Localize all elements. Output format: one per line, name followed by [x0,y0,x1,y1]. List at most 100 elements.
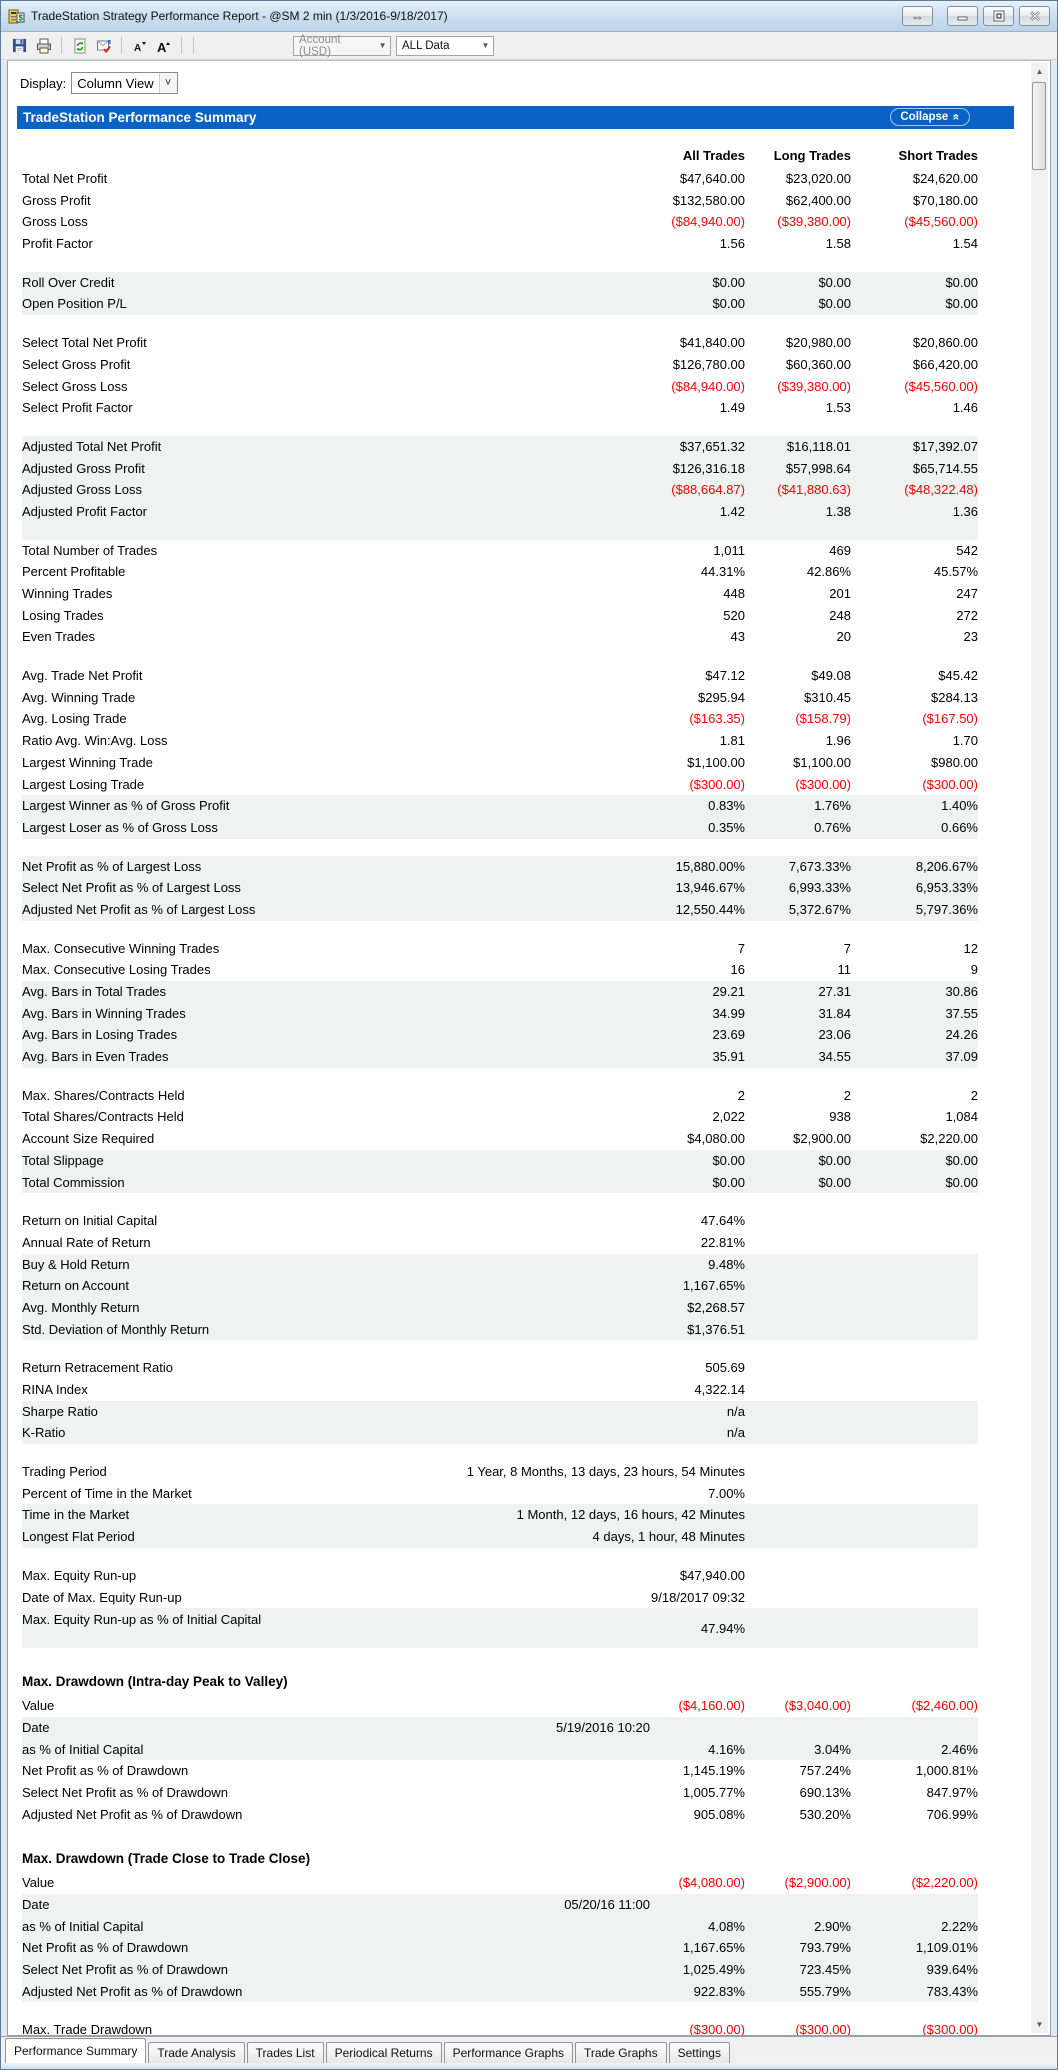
scroll-up-icon[interactable]: ▲ [1035,67,1044,76]
tab-trade-analysis[interactable]: Trade Analysis [148,2042,245,2063]
account-dropdown[interactable]: Account (USD) ▼ [293,34,391,58]
window-title: TradeStation Strategy Performance Report… [31,9,448,23]
table-row: Largest Winner as % of Gross Profit 0.83%… [22,795,978,817]
vertical-scrollbar[interactable]: ▲ ▼ [1031,63,1048,2033]
row-value: $0.00 [818,1174,851,1190]
row-value: $70,180.00 [912,192,978,208]
spacer-row [22,1193,978,1210]
table-row: Max. Equity Run-up $47,940.00 [22,1565,978,1587]
scrollbar-thumb[interactable] [1032,82,1046,170]
increase-font-icon[interactable]: A [154,36,173,55]
data-range-dropdown-value: ALL Data [402,39,450,52]
row-value: ($4,080.00) [678,1875,746,1891]
summary-table: All Trades Long Trades Short Trades Total N… [22,143,978,2036]
row-value: $49.08 [811,668,851,684]
table-row: Net Profit as % of Drawdown 1,167.65% 793.… [22,1937,978,1960]
row-value: 1,011 [713,542,745,558]
tab-performance-summary[interactable]: Performance Summary [5,2038,147,2063]
row-value: 1.81 [719,733,745,749]
row-value: $0.00 [712,1174,745,1190]
tab-trades-list[interactable]: Trades List [246,2042,324,2063]
row-value: $0.00 [712,274,745,290]
tab-trade-graphs[interactable]: Trade Graphs [575,2042,667,2063]
row-value: 1,167.65% [682,1278,745,1294]
table-row: Select Gross Loss ($84,940.00) ($39,380.00… [22,376,978,398]
column-header: Short Trades [898,148,978,163]
row-value: 12 [963,940,978,956]
spacer-row [22,921,978,938]
row-value: 47.64% [700,1213,745,1229]
close-icon[interactable] [1019,6,1050,26]
row-value: 247 [956,586,978,601]
row-value: ($300.00) [795,776,851,792]
row-value: ($300.00) [922,2022,978,2036]
row-value: 1.40% [941,798,978,814]
dock-icon[interactable]: ⇔ [902,6,933,26]
save-icon[interactable] [10,36,29,55]
row-label: Avg. Bars in Losing Trades [22,1027,178,1043]
table-row: as % of Initial Capital 4.08% 2.90% 2.22% [22,1915,978,1938]
row-value: 27.31 [818,984,851,999]
row-value: 22.81% [700,1234,745,1250]
svg-text:$: $ [19,13,24,22]
row-value: 5,372.67% [788,901,851,917]
tab-periodical-returns[interactable]: Periodical Returns [325,2042,442,2063]
row-label: Avg. Bars in Even Trades [22,1049,169,1065]
table-row: Profit Factor 1.56 1.58 1.54 [22,233,978,255]
table-row: Avg. Bars in Winning Trades 34.99 31.84 37.… [22,1002,978,1025]
tab-settings[interactable]: Settings [668,2042,730,2063]
row-value: ($158.79) [795,711,851,727]
row-value: 1.58 [825,236,851,252]
row-value: 2 [970,1087,978,1103]
table-row: Max. Consecutive Winning Trades 7 7 12 [22,938,978,960]
chevron-down-icon: ▼ [481,41,490,50]
row-value: $0.00 [945,1174,978,1190]
row-label: Total Commission [22,1174,125,1190]
table-row: Avg. Trade Net Profit $47.12 $49.08 $45.42 [22,665,978,687]
row-value: ($41,880.63) [777,482,851,498]
row-value: $126,780.00 [672,356,745,372]
row-value: 0.76% [814,819,851,835]
row-value: 20 [836,629,851,645]
row-value: $2,900.00 [793,1131,851,1147]
column-header-row: All Trades Long Trades Short Trades [22,143,978,168]
row-label: Account Size Required [22,1131,155,1147]
maximize-icon[interactable] [983,6,1014,26]
row-value: 1,167.65% [682,1940,745,1956]
table-row: Time in the Market 1 Month, 12 days, 16 h… [22,1504,978,1527]
row-value: $0.00 [945,296,978,312]
export-report-icon[interactable] [94,36,113,55]
row-value: 23 [963,629,978,645]
row-label: Time in the Market [22,1507,130,1523]
print-icon[interactable] [34,36,53,55]
table-row: Adjusted Profit Factor 1.42 1.38 1.36 [22,500,978,523]
row-value: 783.43% [926,1983,978,1999]
row-label: Select Net Profit as % of Drawdown [22,1784,228,1800]
row-value: ($300.00) [795,2022,851,2036]
row-label: Buy & Hold Return [22,1256,130,1272]
row-label: Avg. Bars in Total Trades [22,984,167,999]
table-row: Ratio Avg. Win:Avg. Loss 1.81 1.96 1.70 [22,730,978,752]
minimize-icon[interactable] [947,6,978,26]
row-value: $0.00 [712,1152,745,1168]
row-value: 723.45% [799,1962,851,1978]
row-value: ($45,560.00) [904,214,978,230]
data-range-dropdown[interactable]: ALL Data ▼ [396,35,494,56]
table-row: Net Profit as % of Largest Loss 15,880.00… [22,855,978,878]
row-value: ($3,040.00) [784,1698,852,1714]
collapse-button[interactable]: Collapse « [890,108,970,126]
tab-performance-graphs[interactable]: Performance Graphs [443,2042,573,2063]
table-row: Date 5/19/2016 10:20 [22,1716,978,1739]
display-view-select[interactable]: Column View ˅ [71,72,178,94]
row-value: 0.83% [708,798,745,814]
table-row: Adjusted Gross Loss ($88,664.87) ($41,880.… [22,479,978,501]
table-row: Net Profit as % of Drawdown 1,145.19% 757.… [22,1760,978,1782]
spacer-row [22,315,978,332]
refresh-icon[interactable] [70,36,89,55]
decrease-font-icon[interactable]: A [130,36,149,55]
table-row: Date of Max. Equity Run-up 9/18/2017 09:3… [22,1587,978,1609]
row-label: Total Shares/Contracts Held [22,1109,184,1125]
table-row: Adjusted Net Profit as % of Drawdown 922.… [22,1980,978,2003]
scroll-down-icon[interactable]: ▼ [1035,2020,1044,2029]
